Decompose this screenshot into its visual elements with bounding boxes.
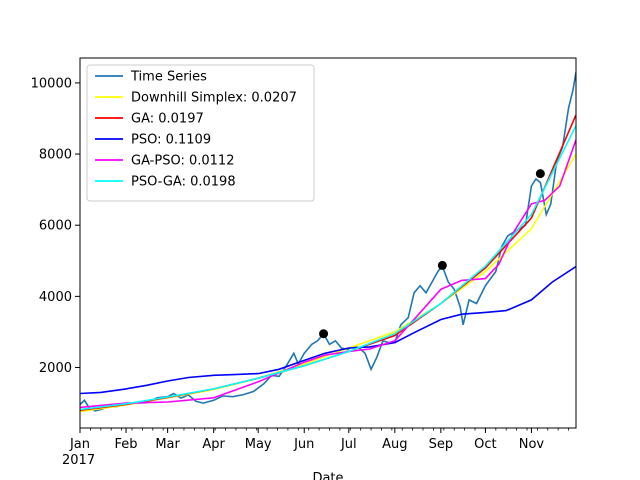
x-tick-label-9: Sep — [429, 437, 454, 452]
legend-label-6: PSO-GA: 0.0198 — [131, 175, 236, 190]
peak-marker-1 — [319, 329, 329, 339]
x-tick-label-10: Oct — [474, 437, 496, 452]
x-tick-label-6: Jun — [293, 437, 314, 452]
series-line-5 — [80, 139, 576, 409]
x-tick-label-11: Nov — [519, 437, 545, 452]
x-tick-label-8: Aug — [382, 437, 407, 452]
y-tick-label-3: 6000 — [39, 219, 72, 234]
peak-marker-2 — [437, 260, 447, 270]
y-axis: 2000 4000 6000 8000 10000 — [31, 76, 80, 376]
legend-label-1: Time Series — [130, 70, 207, 85]
x-tick-label-4: Apr — [202, 437, 225, 452]
x-axis-year-label: 2017 — [62, 453, 95, 468]
legend-label-3: GA: 0.0197 — [131, 112, 204, 127]
x-axis: Jan Feb Mar Apr May Jun Jul Aug Sep Oct Nov — [69, 428, 569, 452]
x-tick-label-7: Jul — [340, 437, 357, 452]
series-line-6 — [80, 125, 576, 411]
plot-frame — [79, 57, 577, 429]
x-tick-label-1: Jan — [69, 437, 90, 452]
x-axis-label: Date — [312, 471, 343, 480]
y-tick-label-1: 2000 — [39, 361, 72, 376]
legend-label-2: Downhill Simplex: 0.0207 — [131, 91, 297, 106]
legend-box — [86, 64, 315, 202]
peak-marker-3 — [535, 169, 545, 179]
legend: Time Series Downhill Simplex: 0.0207 GA: 0… — [86, 64, 315, 202]
legend-label-4: PSO: 0.1109 — [131, 133, 211, 148]
legend-label-5: GA-PSO: 0.0112 — [131, 154, 234, 169]
plot-area — [80, 72, 576, 413]
x-tick-label-2: Feb — [115, 437, 138, 452]
series-line-4 — [80, 265, 576, 395]
y-tick-label-4: 8000 — [39, 148, 72, 163]
y-tick-label-2: 4000 — [39, 290, 72, 305]
y-tick-label-5: 10000 — [31, 76, 72, 91]
x-tick-label-3: Mar — [155, 437, 180, 452]
x-tick-label-5: May — [245, 437, 272, 452]
